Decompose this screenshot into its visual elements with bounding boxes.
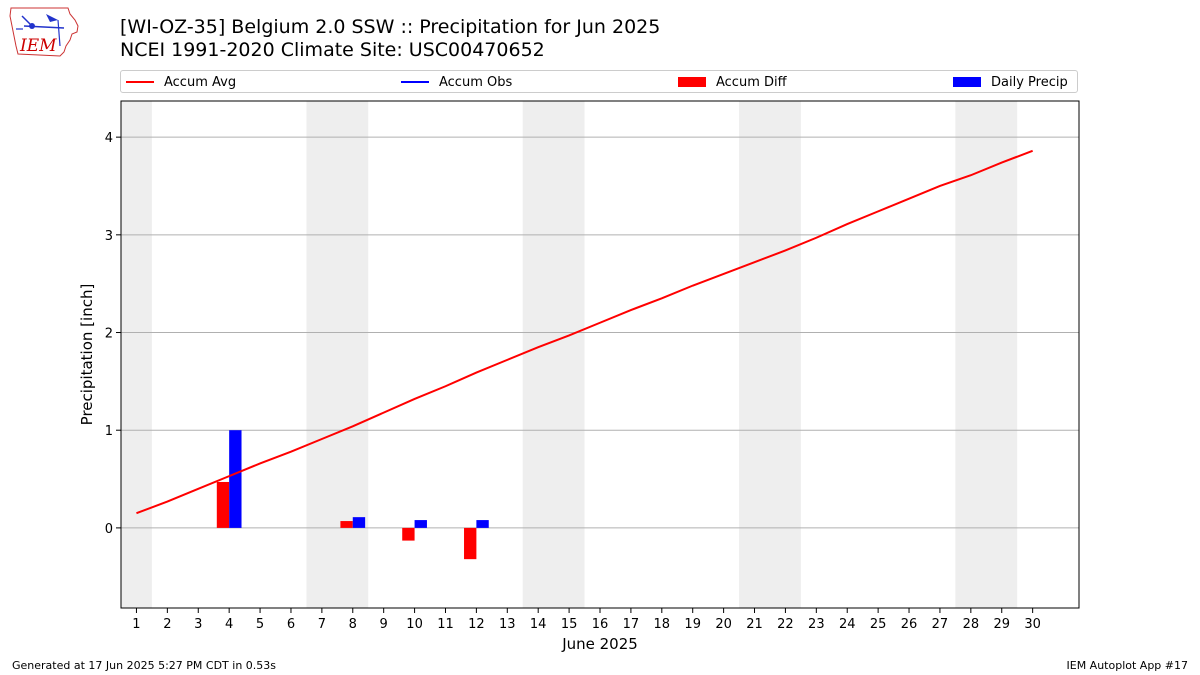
y-tick-label: 2 [105, 327, 113, 342]
bar-daily-precip [352, 517, 366, 528]
logo-text: IEM [19, 36, 57, 56]
iem-logo: IEM [8, 6, 82, 64]
x-tick-label: 2 [163, 617, 171, 632]
chart-title-line1: [WI-OZ-35] Belgium 2.0 SSW :: Precipitat… [120, 16, 661, 38]
x-tick-label: 24 [839, 617, 856, 632]
x-tick-label: 29 [993, 617, 1010, 632]
x-tick-label: 27 [932, 617, 949, 632]
y-tick-label: 1 [105, 424, 113, 439]
x-axis-ticks: 1 2 3 4 5 6 7 8 9 10 11 12 13 14 15 16 17 18 19 20 21 22 23 24 2… [132, 608, 1041, 632]
iem-logo-graphic: IEM [9, 7, 79, 57]
bar-daily-precip [476, 520, 489, 528]
legend-label-accum-diff: Accum Diff [716, 74, 787, 90]
x-tick-label: 16 [592, 617, 609, 632]
x-tick-label: 18 [654, 617, 671, 632]
x-tick-label: 9 [380, 617, 388, 632]
chart-title-line2: NCEI 1991-2020 Climate Site: USC00470652 [120, 39, 545, 61]
weekend-band [955, 101, 1018, 608]
legend-item-accum-avg: Accum Avg [126, 73, 236, 91]
bar-accum-diff [464, 527, 477, 560]
weekend-band [306, 101, 369, 608]
plot-frame [120, 100, 1080, 609]
x-tick-label: 17 [623, 617, 640, 632]
x-tick-label: 1 [132, 617, 140, 632]
legend-item-daily-precip: Daily Precip [953, 73, 1068, 91]
x-tick-label: 11 [437, 617, 454, 632]
weekend-band [739, 101, 801, 608]
bar-series [216, 430, 489, 560]
y-tick-label: 3 [105, 229, 113, 244]
legend-swatch-accum-obs [401, 81, 429, 83]
x-tick-label: 3 [194, 617, 202, 632]
x-tick-label: 22 [777, 617, 794, 632]
x-tick-label: 6 [287, 617, 295, 632]
line-accum-avg [136, 149, 1033, 515]
y-tick-label: 4 [105, 131, 113, 146]
legend-label-accum-avg: Accum Avg [164, 74, 237, 90]
bar-accum-diff [402, 527, 415, 541]
y-axis-ticks: 0 1 2 3 4 [105, 131, 121, 537]
bar-daily-precip [414, 520, 427, 528]
x-tick-label: 4 [225, 617, 233, 632]
legend-item-accum-obs: Accum Obs [401, 73, 512, 91]
x-tick-label: 25 [870, 617, 887, 632]
legend-item-accum-diff: Accum Diff [678, 73, 787, 91]
bar-accum-diff [216, 481, 230, 528]
x-tick-label: 7 [318, 617, 326, 632]
legend-label-daily-precip: Daily Precip [991, 74, 1068, 90]
weekend-band [121, 101, 152, 608]
y-tick-label: 0 [105, 522, 113, 537]
x-tick-label: 28 [963, 617, 980, 632]
bar-daily-precip [229, 430, 242, 528]
footer-app-label: IEM Autoplot App #17 [1066, 659, 1189, 672]
bar-accum-diff [340, 521, 353, 528]
x-tick-label: 15 [561, 617, 578, 632]
weekend-band [522, 101, 585, 608]
x-tick-label: 5 [256, 617, 264, 632]
y-axis-label: Precipitation [inch] [78, 284, 96, 426]
x-tick-label: 20 [715, 617, 732, 632]
line-series [136, 149, 1033, 515]
y-gridlines [121, 136, 1079, 529]
chart-legend: Accum Avg Accum Obs Accum Diff Daily Pre… [120, 70, 1078, 93]
x-tick-label: 19 [684, 617, 701, 632]
x-tick-label: 8 [349, 617, 357, 632]
x-tick-label: 13 [499, 617, 516, 632]
x-tick-label: 26 [901, 617, 918, 632]
x-tick-label: 23 [808, 617, 825, 632]
legend-label-accum-obs: Accum Obs [439, 74, 513, 90]
weekend-shading [121, 101, 1018, 608]
x-tick-label: 10 [406, 617, 423, 632]
x-tick-label: 14 [530, 617, 547, 632]
legend-swatch-accum-avg [126, 81, 154, 83]
footer-generated-text: Generated at 17 Jun 2025 5:27 PM CDT in … [12, 659, 277, 672]
x-tick-label: 21 [746, 617, 763, 632]
x-axis-label: June 2025 [561, 635, 638, 653]
x-tick-label: 12 [468, 617, 485, 632]
x-tick-label: 30 [1024, 617, 1041, 632]
legend-swatch-daily-precip [953, 77, 981, 87]
legend-swatch-accum-diff [678, 77, 706, 87]
